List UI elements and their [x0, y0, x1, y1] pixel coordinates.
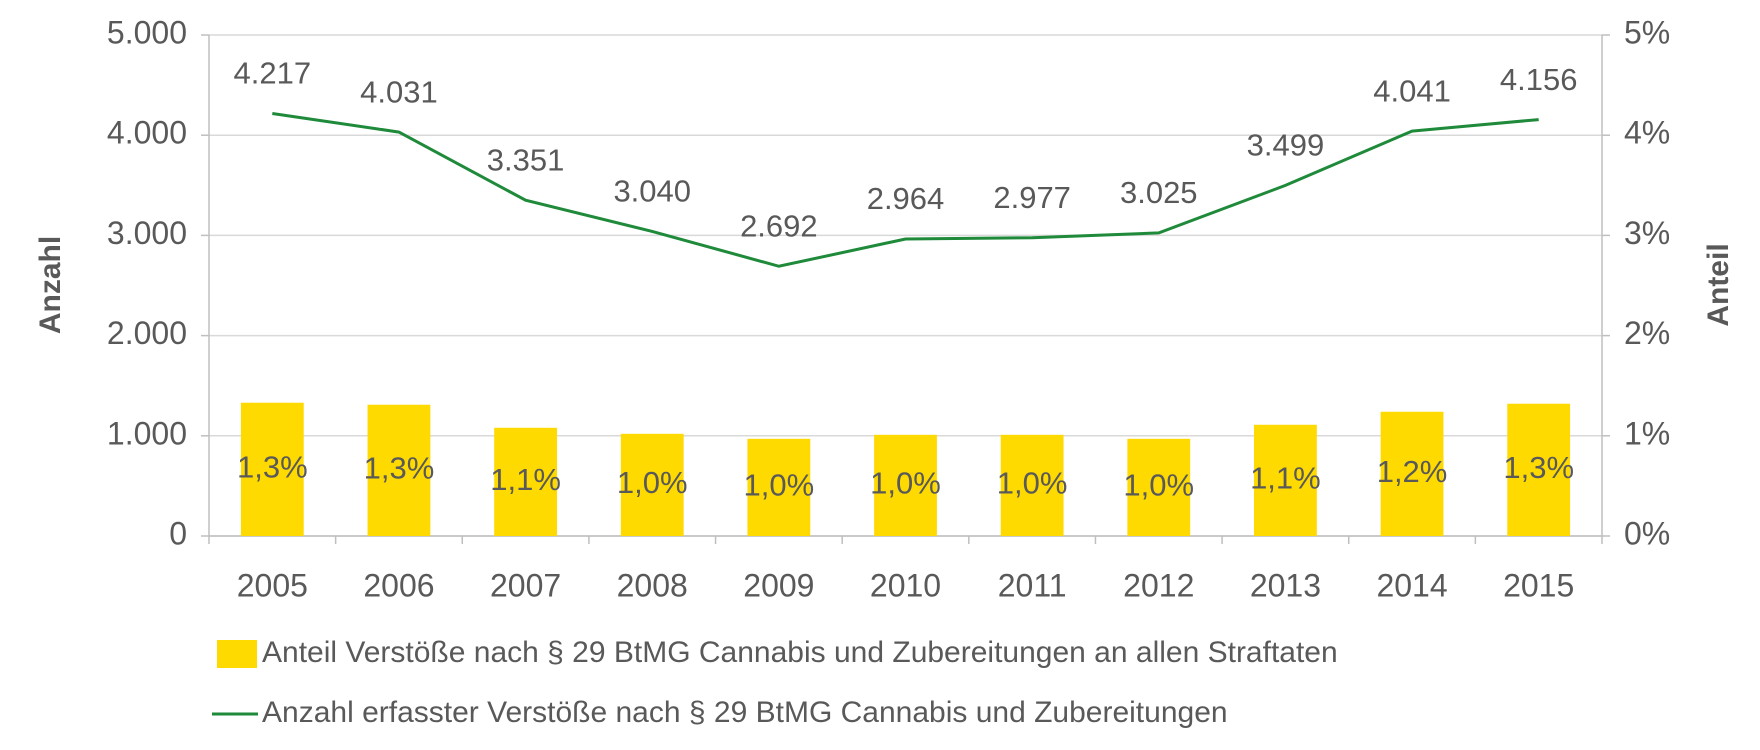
y2-tick-label: 4%: [1624, 115, 1670, 151]
data-label: 1,0%: [870, 466, 941, 501]
bar: [367, 404, 431, 536]
y-tick-label: 2.000: [107, 315, 187, 351]
data-label: 1,3%: [364, 451, 435, 486]
data-label: 1,3%: [237, 450, 308, 485]
bar: [874, 434, 937, 536]
legend-label: Anteil Verstöße nach § 29 BtMG Cannabis …: [262, 636, 1338, 669]
y-tick-label: 5.000: [107, 14, 187, 50]
x-tick-label: 2007: [490, 567, 561, 603]
y2-tick-label: 5%: [1624, 14, 1670, 50]
legend-label: Anzahl erfasster Verstöße nach § 29 BtMG…: [262, 696, 1228, 729]
data-label: 3.025: [1120, 175, 1198, 210]
y-tick-label: 0: [169, 515, 187, 551]
x-tick-label: 2009: [743, 567, 814, 603]
bar: [1380, 411, 1444, 536]
x-tick-label: 2012: [1123, 567, 1194, 603]
y2-tick-label: 2%: [1624, 315, 1670, 351]
y-tick-label: 4.000: [107, 115, 187, 151]
y-tick-label: 1.000: [107, 415, 187, 451]
data-label: 2.964: [867, 181, 945, 216]
data-label: 1,2%: [1377, 454, 1448, 489]
bar: [1507, 403, 1571, 536]
data-label: 1,0%: [1123, 468, 1194, 503]
bar: [1254, 424, 1317, 536]
y-tick-label: 3.000: [107, 215, 187, 251]
x-tick-label: 2011: [998, 567, 1067, 603]
x-tick-label: 2014: [1376, 567, 1447, 603]
bar: [1000, 434, 1064, 536]
x-tick-label: 2005: [237, 567, 308, 603]
data-label: 1,0%: [617, 465, 688, 500]
y2-axis-label: Anteil: [1702, 243, 1735, 326]
x-tick-label: 2008: [617, 567, 688, 603]
data-label: 1,1%: [1250, 461, 1321, 496]
data-label: 3.351: [487, 142, 565, 177]
y2-tick-label: 0%: [1624, 515, 1670, 551]
data-label: 4.041: [1373, 73, 1451, 108]
x-tick-label: 2015: [1503, 567, 1574, 603]
legend-swatch: [217, 640, 257, 668]
data-label: 4.217: [234, 56, 312, 91]
data-label: 2.692: [740, 208, 818, 243]
x-tick-label: 2006: [363, 567, 434, 603]
data-label: 1,0%: [744, 468, 815, 503]
bar: [747, 438, 811, 536]
data-label: 2.977: [993, 180, 1071, 215]
bar: [1127, 438, 1191, 536]
line: [272, 111, 1539, 268]
bar: [620, 433, 684, 536]
y-axis-label: Anzahl: [34, 236, 67, 334]
x-tick-label: 2013: [1250, 567, 1321, 603]
data-label: 4.031: [360, 74, 438, 109]
data-label: 4.156: [1500, 62, 1578, 97]
y2-tick-label: 1%: [1624, 415, 1670, 451]
data-label: 1,1%: [490, 462, 561, 497]
bar: [240, 402, 304, 536]
data-label: 1,3%: [1503, 450, 1574, 485]
data-label: 3.499: [1247, 128, 1325, 163]
y2-tick-label: 3%: [1624, 215, 1670, 251]
bar: [494, 427, 557, 536]
data-label: 1,0%: [997, 466, 1068, 501]
data-label: 3.040: [613, 174, 691, 209]
x-tick-label: 2010: [870, 567, 941, 603]
